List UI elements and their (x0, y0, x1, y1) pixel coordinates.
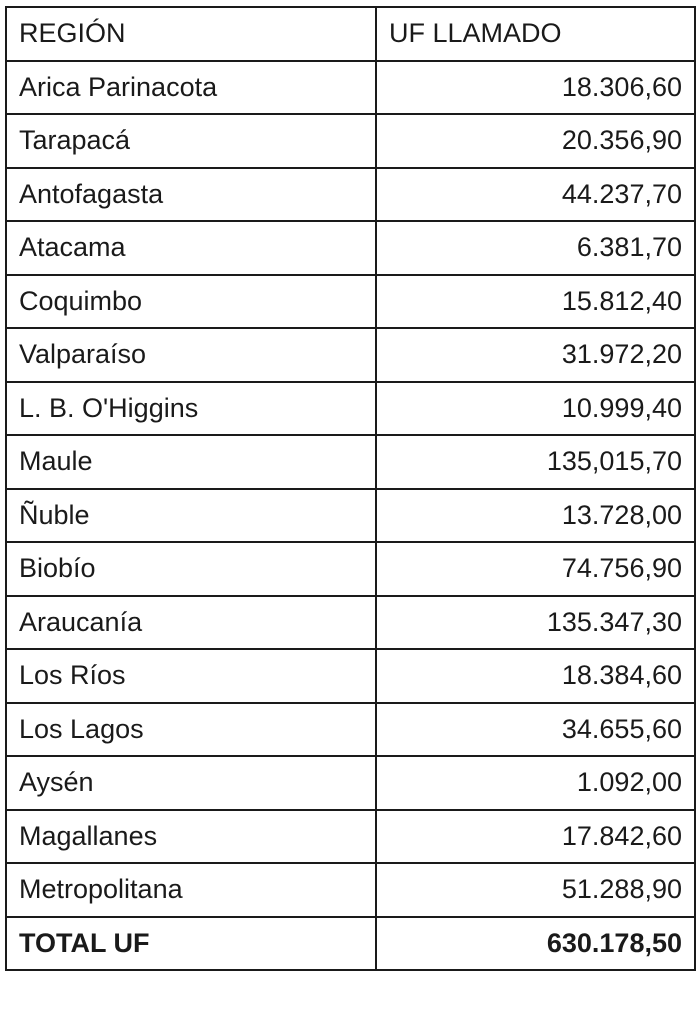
region-cell: Ñuble (5, 487, 377, 543)
uf-cell: 44.237,70 (375, 166, 696, 222)
uf-cell: 15.812,40 (375, 273, 696, 329)
region-cell: Aysén (5, 755, 377, 811)
uf-cell: 18.306,60 (375, 59, 696, 115)
uf-cell: 31.972,20 (375, 327, 696, 383)
uf-cell: 135,015,70 (375, 434, 696, 490)
table-row: Ñuble 13.728,00 (5, 487, 696, 543)
table-row: Metropolitana 51.288,90 (5, 862, 696, 918)
table-row: Antofagasta 44.237,70 (5, 166, 696, 222)
table-row: Valparaíso 31.972,20 (5, 327, 696, 383)
region-cell: Valparaíso (5, 327, 377, 383)
total-label: TOTAL UF (5, 915, 377, 971)
table-row: Los Lagos 34.655,60 (5, 701, 696, 757)
table-row: Coquimbo 15.812,40 (5, 273, 696, 329)
table-row: Los Ríos 18.384,60 (5, 648, 696, 704)
region-cell: L. B. O'Higgins (5, 380, 377, 436)
uf-cell: 20.356,90 (375, 113, 696, 169)
total-row: TOTAL UF 630.178,50 (5, 915, 696, 971)
region-cell: Tarapacá (5, 113, 377, 169)
total-value: 630.178,50 (375, 915, 696, 971)
table-row: Tarapacá 20.356,90 (5, 113, 696, 169)
header-uf-llamado: UF LLAMADO (375, 6, 696, 62)
table-row: Maule 135,015,70 (5, 434, 696, 490)
uf-cell: 51.288,90 (375, 862, 696, 918)
uf-cell: 18.384,60 (375, 648, 696, 704)
region-cell: Los Ríos (5, 648, 377, 704)
uf-cell: 10.999,40 (375, 380, 696, 436)
header-region: REGIÓN (5, 6, 377, 62)
header-row: REGIÓN UF LLAMADO (5, 6, 696, 62)
table-row: Aysén 1.092,00 (5, 755, 696, 811)
region-cell: Arica Parinacota (5, 59, 377, 115)
uf-cell: 135.347,30 (375, 594, 696, 650)
uf-by-region-table: REGIÓN UF LLAMADO Arica Parinacota 18.306… (5, 6, 696, 971)
table-row: Biobío 74.756,90 (5, 541, 696, 597)
uf-cell: 13.728,00 (375, 487, 696, 543)
region-cell: Los Lagos (5, 701, 377, 757)
table-row: Atacama 6.381,70 (5, 220, 696, 276)
table-row: Arica Parinacota 18.306,60 (5, 59, 696, 115)
region-cell: Metropolitana (5, 862, 377, 918)
uf-cell: 74.756,90 (375, 541, 696, 597)
region-cell: Magallanes (5, 808, 377, 864)
table-row: L. B. O'Higgins 10.999,40 (5, 380, 696, 436)
region-cell: Biobío (5, 541, 377, 597)
uf-cell: 34.655,60 (375, 701, 696, 757)
uf-cell: 17.842,60 (375, 808, 696, 864)
table-row: Magallanes 17.842,60 (5, 808, 696, 864)
region-cell: Araucanía (5, 594, 377, 650)
region-cell: Antofagasta (5, 166, 377, 222)
uf-cell: 6.381,70 (375, 220, 696, 276)
table-row: Araucanía 135.347,30 (5, 594, 696, 650)
uf-cell: 1.092,00 (375, 755, 696, 811)
region-cell: Maule (5, 434, 377, 490)
region-cell: Coquimbo (5, 273, 377, 329)
region-cell: Atacama (5, 220, 377, 276)
